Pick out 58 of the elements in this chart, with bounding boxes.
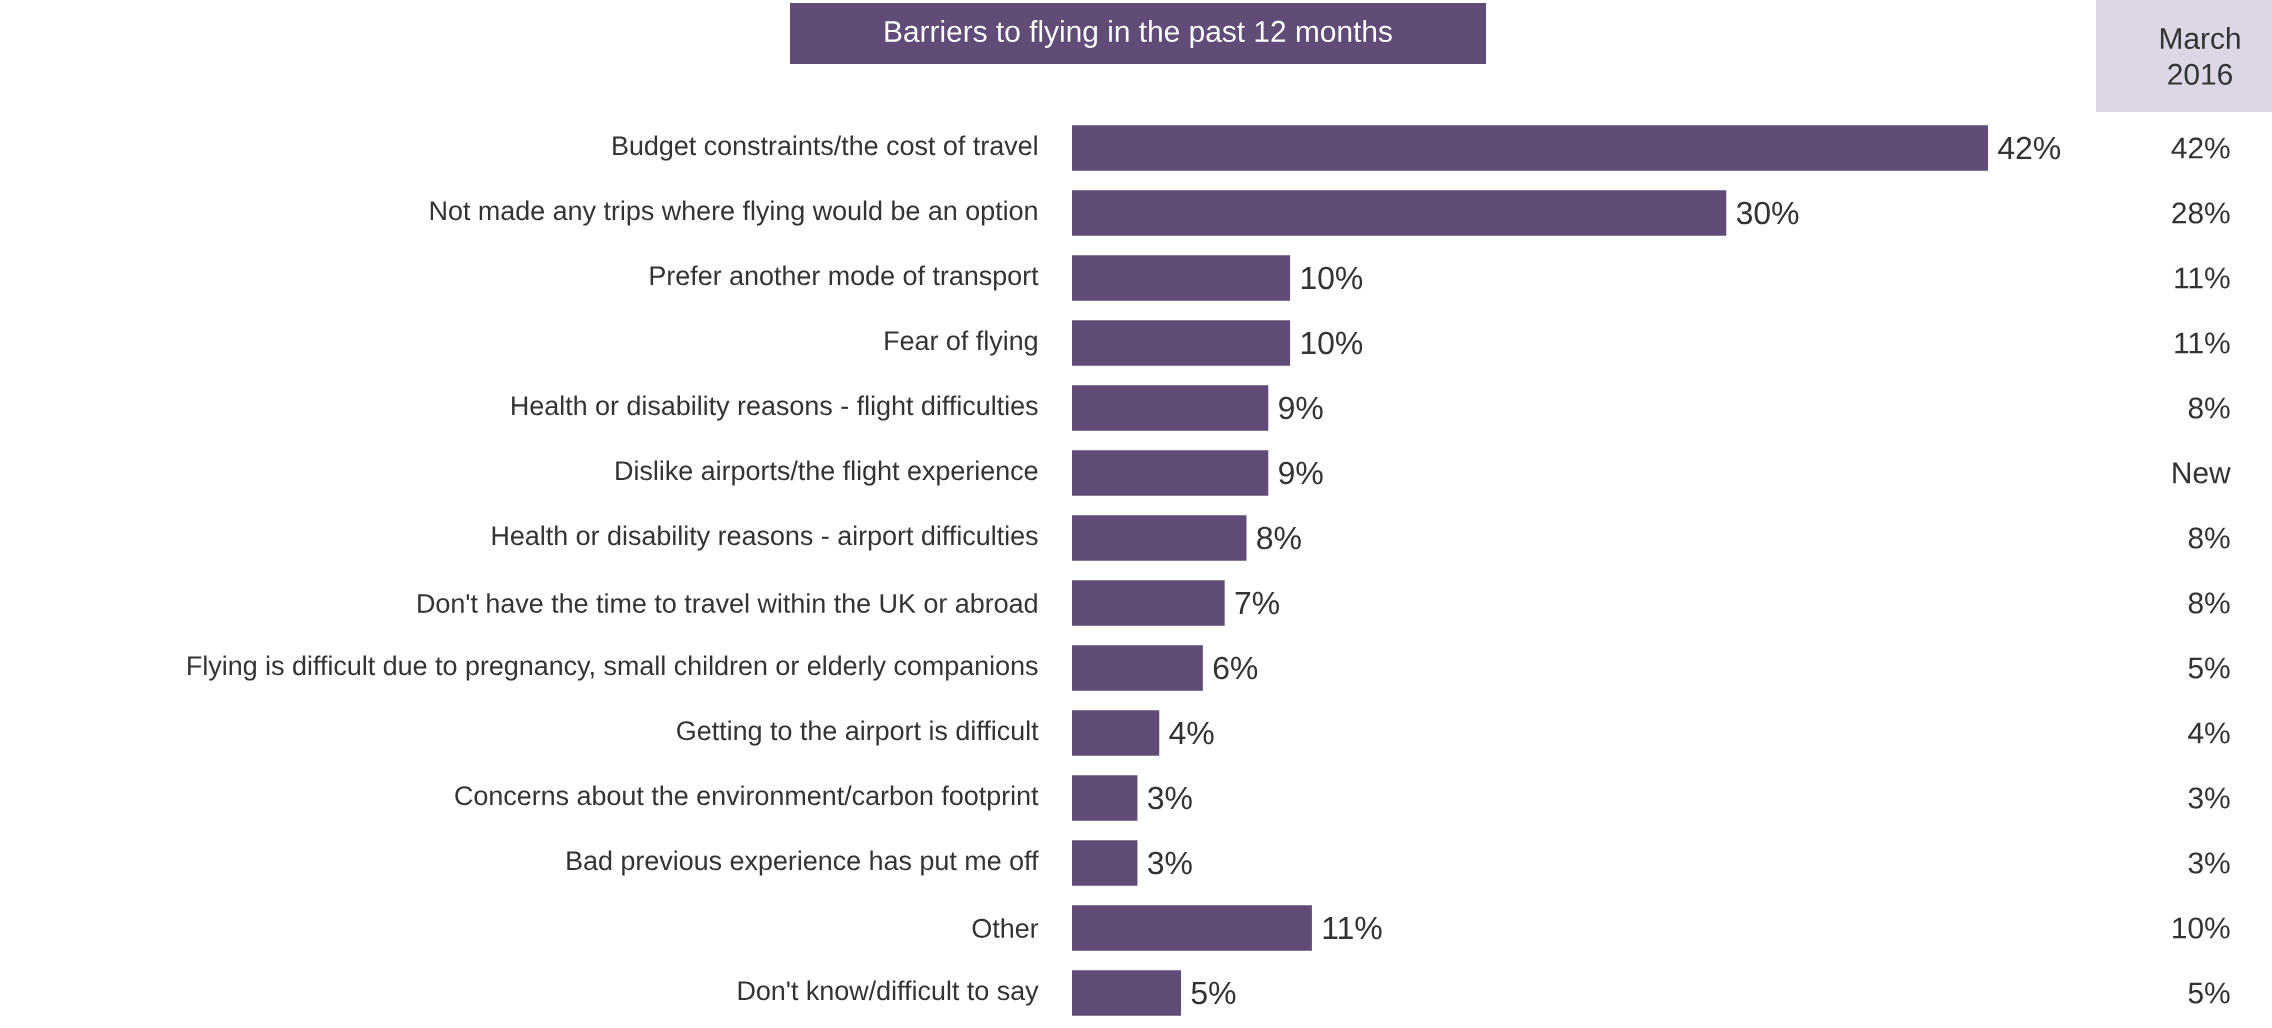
data-label: 9% — [1279, 396, 1323, 420]
text: 5% — [2188, 657, 2230, 679]
data-label: 10% — [1301, 331, 1363, 355]
y-tick-label: Flying is difficult due to pregnancy, small children or elderly companions — [188, 655, 1038, 681]
bar — [1072, 775, 1138, 821]
text: 8% — [2188, 527, 2230, 549]
bar — [1072, 970, 1182, 1016]
text: March 2016 — [2160, 27, 2240, 85]
text: 28% — [2172, 202, 2230, 224]
text: 4% — [2188, 722, 2230, 744]
data-label: 3% — [1148, 786, 1192, 810]
text: 3% — [2188, 852, 2230, 874]
data-label: 4% — [1169, 721, 1214, 745]
bar — [1072, 255, 1291, 301]
data-label: 10% — [1301, 266, 1363, 290]
bar — [1072, 840, 1138, 886]
data-label: 3% — [1148, 851, 1192, 875]
y-tick-label: Don't know/difficult to say — [738, 980, 1039, 1006]
y-tick-label: Concerns about the environment/carbon footprint — [455, 785, 1039, 811]
y-tick-label: Fear of flying — [885, 330, 1037, 356]
data-label: 8% — [1257, 526, 1301, 550]
y-tick-label: Health or disability reasons - flight difficulties — [512, 395, 1038, 421]
data-label: 6% — [1213, 656, 1258, 680]
bar — [1072, 125, 1989, 171]
text: New — [2173, 462, 2231, 484]
data-label: 9% — [1279, 461, 1323, 485]
chart-title: Barriers to flying in the past 12 months — [885, 20, 1392, 48]
data-label: 7% — [1235, 591, 1279, 615]
bar — [1072, 385, 1269, 431]
bar — [1072, 905, 1312, 951]
text: 5% — [2188, 982, 2230, 1004]
y-tick-label: Dislike airports/the flight experience — [616, 460, 1038, 486]
y-tick-label: Getting to the airport is difficult — [677, 720, 1039, 746]
y-tick-label: Prefer another mode of transport — [650, 265, 1039, 291]
y-tick-label: Other — [972, 918, 1039, 938]
text: 3% — [2188, 787, 2230, 809]
y-tick-label: Don't have the time to travel within the UK or abroad — [418, 593, 1037, 613]
y-tick-label: Health or disability reasons - airport difficulties — [492, 525, 1038, 551]
y-tick-label: Not made any trips where flying would be an option — [430, 200, 1037, 226]
y-tick-label: Budget constraints/the cost of travel — [613, 135, 1037, 161]
data-label: 30% — [1736, 201, 1799, 225]
y-tick-label: Bad previous experience has put me off — [567, 850, 1039, 876]
data-label: 11% — [1323, 916, 1382, 940]
bar — [1072, 710, 1160, 756]
bar — [1072, 320, 1291, 366]
text: 10% — [2173, 917, 2230, 939]
data-label: 42% — [1998, 136, 2061, 160]
bar — [1072, 515, 1247, 561]
text: 11% — [2175, 267, 2230, 289]
text: 42% — [2171, 137, 2230, 159]
bar — [1072, 580, 1225, 626]
text: 11% — [2175, 332, 2230, 354]
data-label: 5% — [1191, 981, 1236, 1005]
bar — [1072, 190, 1727, 236]
bar — [1072, 645, 1203, 691]
text: 8% — [2188, 592, 2230, 614]
bar — [1072, 450, 1269, 496]
text: 8% — [2188, 397, 2230, 419]
